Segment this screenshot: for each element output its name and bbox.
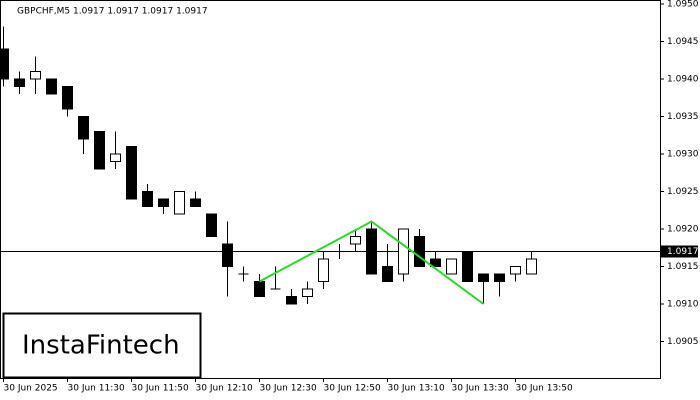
- candle-body: [94, 131, 105, 170]
- candle-body: [46, 78, 57, 95]
- y-tick-label: 1.0905: [667, 337, 699, 347]
- candle-body: [526, 258, 537, 275]
- candle-body: [222, 243, 233, 267]
- candle-body: [478, 273, 489, 282]
- candle-body: [78, 116, 89, 140]
- y-tick-label: 1.0950: [667, 0, 699, 10]
- pattern-line: [259, 220, 485, 305]
- plot-frame: [0, 0, 661, 379]
- candle-body: [462, 251, 473, 282]
- y-tick-label: 1.0935: [667, 112, 699, 122]
- y-tick-label: 1.0940: [667, 75, 699, 85]
- candle-body: [206, 213, 217, 237]
- x-tick-label: 30 Jun 12:50: [324, 384, 381, 394]
- price-label: 1.0917: [667, 247, 699, 257]
- candle-body: [446, 258, 457, 275]
- y-tick-label: 1.0930: [667, 150, 699, 160]
- y-tick-label: 1.0925: [667, 187, 699, 197]
- candle-body: [494, 273, 505, 282]
- candle-body: [382, 266, 393, 282]
- candle-body: [510, 266, 521, 275]
- chart-title: GBPCHF,M5 1.0917 1.0917 1.0917 1.0917: [17, 7, 208, 17]
- price-label-box: [661, 245, 698, 258]
- candle-body: [158, 198, 169, 207]
- candle-body: [286, 296, 297, 305]
- candle-body: [318, 258, 329, 282]
- candle-body: [14, 78, 25, 87]
- watermark-box: [2, 312, 202, 379]
- y-tick-label: 1.0910: [667, 300, 699, 310]
- x-tick-label: 30 Jun 13:10: [388, 384, 445, 394]
- y-tick-label: 1.0945: [667, 37, 699, 47]
- candle-body: [142, 191, 153, 207]
- x-tick-label: 30 Jun 11:50: [132, 384, 189, 394]
- candle-body: [366, 228, 377, 275]
- candle-body: [174, 191, 185, 215]
- x-tick-label: 30 Jun 2025: [4, 384, 58, 394]
- candle-body: [190, 198, 201, 207]
- candle-body: [398, 228, 409, 275]
- candle-body: [302, 288, 313, 297]
- candle-body: [110, 153, 121, 162]
- candle-body: [62, 86, 73, 110]
- y-tick-label: 1.0915: [667, 262, 699, 272]
- y-tick-label: 1.0920: [667, 225, 699, 235]
- x-tick-label: 30 Jun 13:30: [452, 384, 509, 394]
- candle-body: [30, 71, 41, 80]
- x-tick-label: 30 Jun 13:50: [516, 384, 573, 394]
- candle-body: [430, 258, 441, 267]
- candle-body: [350, 236, 361, 245]
- candle-body: [0, 48, 9, 80]
- watermark: InstaFintech: [22, 331, 180, 361]
- x-tick-label: 30 Jun 11:30: [68, 384, 125, 394]
- candle-body: [126, 146, 137, 200]
- candle-body: [254, 281, 265, 297]
- x-tick-label: 30 Jun 12:10: [196, 384, 253, 394]
- x-tick-label: 30 Jun 12:30: [260, 384, 317, 394]
- candle-body: [414, 236, 425, 267]
